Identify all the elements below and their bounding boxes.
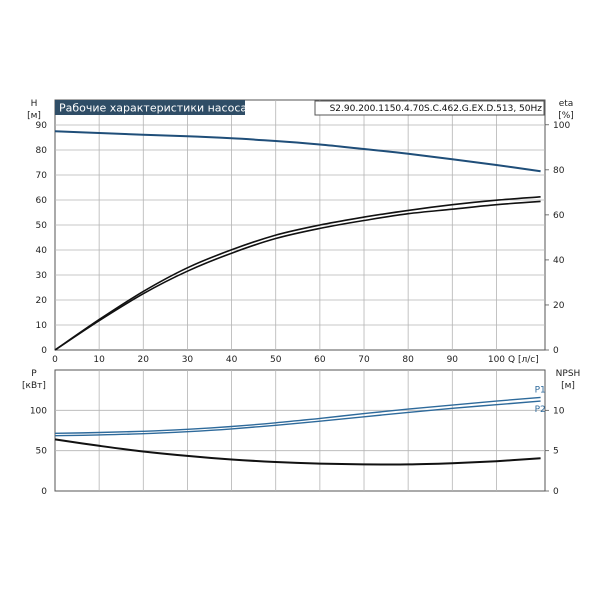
- power-curve-p2: [54, 400, 541, 437]
- npsh-axis-label: NPSH: [556, 369, 581, 379]
- head-curve: [54, 130, 541, 173]
- eta-axis-ticks: 0 20 40 60 80 100: [545, 121, 570, 356]
- flow-tick-label: 20: [138, 355, 150, 365]
- flow-tick-label: 0: [52, 355, 58, 365]
- chart-title-box: [55, 100, 245, 115]
- head-axis-ticks: 0 10 20 30 40 50 60 70 80 90: [36, 121, 48, 356]
- flow-tick-label: 90: [447, 355, 459, 365]
- flow-tick-label: 50: [270, 355, 282, 365]
- flow-tick-label: 80: [402, 355, 414, 365]
- head-axis-label: H: [31, 99, 38, 109]
- head-tick-label: 40: [36, 246, 48, 256]
- efficiency-curve-2: [54, 196, 541, 351]
- head-tick-label: 90: [36, 121, 48, 131]
- eta-axis-unit: [%]: [558, 111, 574, 121]
- head-tick-label: 60: [36, 196, 48, 206]
- pump-model-box: [314, 100, 545, 116]
- power-tick-label: 50: [36, 447, 48, 457]
- power-axis-label: P: [31, 369, 37, 379]
- pump-model: S2.90.200.1150.4.70S.C.462.G.EX.D.513, 5…: [330, 104, 543, 114]
- npsh-tick-label: 10: [553, 406, 565, 416]
- eta-tick-label: 20: [553, 301, 565, 311]
- head-tick-label: 30: [36, 271, 48, 281]
- head-tick-label: 50: [36, 221, 48, 231]
- efficiency-curve-1: [54, 200, 541, 351]
- head-tick-label: 20: [36, 296, 48, 306]
- head-tick-label: 80: [36, 146, 48, 156]
- eta-tick-label: 100: [553, 121, 570, 131]
- flow-axis-label: Q [л/с]: [508, 355, 539, 365]
- flow-tick-label: 70: [358, 355, 370, 365]
- npsh-curve: [54, 438, 541, 466]
- bottom-series: [54, 396, 541, 466]
- eta-tick-label: 40: [553, 256, 565, 266]
- npsh-axis-ticks: 0 5 10: [545, 406, 565, 497]
- npsh-tick-label: 0: [553, 487, 559, 497]
- series-label-p1: P1: [535, 385, 546, 395]
- power-curve-p1: [54, 396, 541, 434]
- flow-tick-label: 40: [226, 355, 238, 365]
- power-axis-unit: [кВт]: [22, 381, 46, 391]
- head-tick-label: 0: [41, 346, 47, 356]
- head-tick-label: 10: [36, 321, 48, 331]
- npsh-axis-unit: [м]: [561, 381, 575, 391]
- flow-tick-label: 30: [182, 355, 194, 365]
- head-tick-label: 70: [36, 171, 48, 181]
- top-grid: [55, 100, 545, 350]
- eta-tick-label: 0: [553, 346, 559, 356]
- flow-tick-label: 100: [488, 355, 505, 365]
- power-axis-ticks: 0 50 100: [30, 406, 47, 497]
- eta-tick-label: 80: [553, 166, 565, 176]
- top-panel: 0 10 20 30 40 50 60 70 80 90 0 20 40 60 80 100 0 10 20 30…: [27, 99, 574, 365]
- eta-axis-label: eta: [559, 99, 574, 109]
- power-tick-label: 0: [41, 487, 47, 497]
- npsh-tick-label: 5: [553, 447, 559, 457]
- series-label-p2: P2: [535, 405, 546, 415]
- chart-title: Рабочие характеристики насоса: [59, 102, 247, 115]
- bottom-panel: 0 50 100 0 5 10 P [кВт] NPSH [м] P1 P2: [22, 369, 580, 497]
- top-series: [54, 130, 541, 351]
- head-axis-unit: [м]: [27, 111, 41, 121]
- flow-tick-label: 10: [93, 355, 105, 365]
- flow-axis-ticks: 0 10 20 30 40 50 60 70 80 90 100: [52, 355, 505, 365]
- eta-tick-label: 60: [553, 211, 565, 221]
- flow-tick-label: 60: [314, 355, 326, 365]
- bottom-plot-frame: [54, 369, 546, 492]
- power-tick-label: 100: [30, 406, 47, 416]
